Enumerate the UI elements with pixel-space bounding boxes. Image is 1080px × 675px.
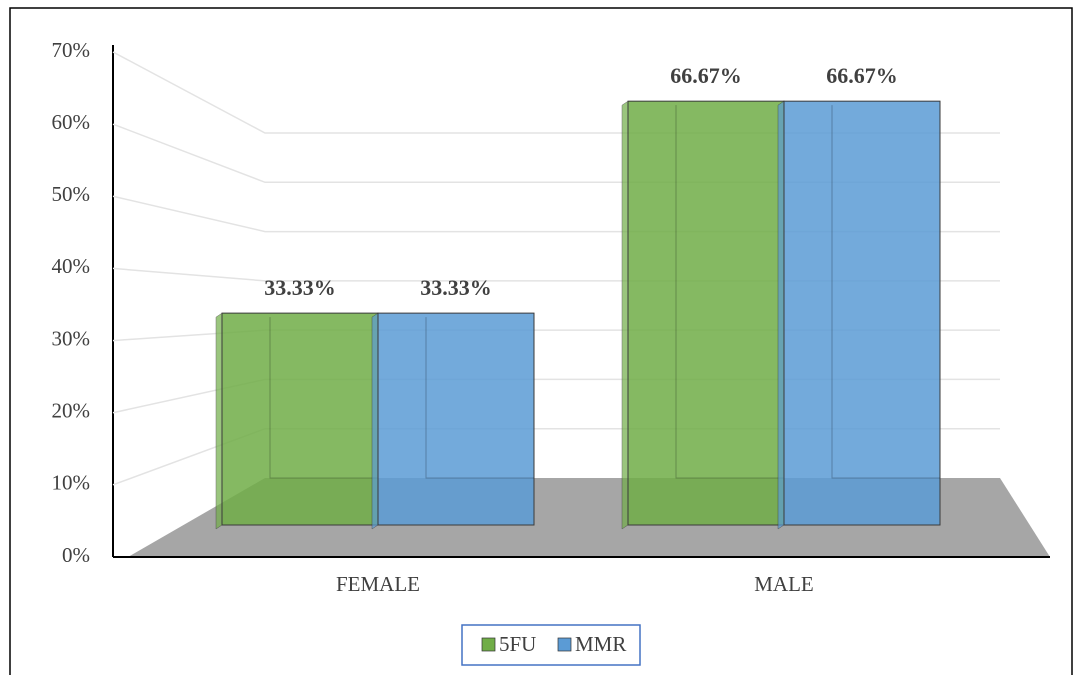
y-tick-label: 50% — [52, 182, 91, 206]
bar-side — [777, 100, 785, 530]
bar-side — [371, 312, 379, 530]
value-label: 66.67% — [826, 63, 898, 88]
y-tick-label: 70% — [52, 38, 91, 62]
y-tick-label: 30% — [52, 326, 91, 350]
y-tick-label: 60% — [52, 110, 91, 134]
bar — [221, 312, 379, 526]
value-label: 33.33% — [420, 275, 492, 300]
y-tick-label: 20% — [52, 399, 91, 423]
y-tick-label: 40% — [52, 254, 91, 278]
y-tick-label: 10% — [52, 471, 91, 495]
legend-swatch — [481, 637, 496, 652]
bar-inner-edge — [675, 105, 784, 479]
legend-label: MMR — [575, 632, 626, 656]
value-label: 66.67% — [670, 63, 742, 88]
legend-swatch — [557, 637, 572, 652]
bar-side — [215, 312, 223, 530]
value-label: 33.33% — [264, 275, 336, 300]
bar-inner-edge — [831, 105, 940, 479]
bar — [783, 100, 941, 526]
bar — [627, 100, 785, 526]
x-tick-label: MALE — [754, 572, 814, 596]
bar-side — [621, 100, 629, 530]
x-tick-label: FEMALE — [336, 572, 420, 596]
legend-label: 5FU — [499, 632, 536, 656]
bar — [377, 312, 535, 526]
bar-inner-edge — [425, 317, 534, 479]
bar-inner-edge — [269, 317, 378, 479]
y-tick-label: 0% — [62, 543, 90, 567]
frame — [9, 7, 1073, 675]
